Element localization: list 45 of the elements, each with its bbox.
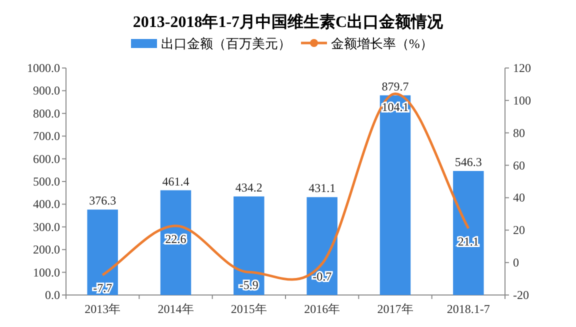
data-label: 104.1 [382,100,409,114]
bar [380,95,411,295]
x-tick-label: 2018.1-7 [446,302,490,316]
y-tick-label: 500.0 [33,174,60,188]
data-label: 431.1 [308,181,336,196]
data-label: -5.9 [239,278,258,292]
bar [234,196,264,295]
y2-tick-label: 100 [513,93,531,108]
y-tick-label: 600.0 [33,152,60,166]
data-label: 461.4 [162,174,190,188]
x-tick-label: 2015年 [230,302,267,316]
y2-tick-label: 120 [513,61,531,75]
y-tick-label: 800.0 [33,106,60,120]
data-label: 21.1 [458,234,479,248]
data-label: -7.7 [93,281,112,296]
y-tick-label: 100.0 [33,265,60,280]
data-label: 434.2 [235,180,262,194]
data-label: 22.6 [165,232,186,246]
y2-tick-label: -20 [513,288,529,302]
y-tick-label: 400.0 [33,197,60,212]
legend-label: 金额增长率（%） [331,36,433,51]
bar [453,170,484,295]
y-tick-label: 0.0 [45,288,60,302]
y2-tick-label: 80 [513,126,525,140]
x-tick-label: 2017年 [377,302,414,316]
y2-tick-label: 20 [513,223,525,238]
y-tick-label: 200.0 [33,242,60,257]
data-label: 879.7 [382,79,409,94]
data-label: -0.7 [312,270,332,284]
data-label: 376.3 [89,194,116,208]
y-tick-label: 300.0 [33,220,60,234]
y2-tick-label: 60 [513,158,525,172]
bar [87,210,118,295]
x-tick-label: 2016年 [304,302,340,316]
y2-tick-label: 40 [513,190,525,205]
y2-tick-label: 0 [513,256,519,270]
legend-label: 出口金额（百万美元） [161,36,291,51]
chart-title: 2013-2018年1-7月中国维生素C出口金额情况 [132,13,444,31]
data-label: 546.3 [454,154,482,169]
y-tick-label: 700.0 [33,129,60,144]
bar [306,197,338,295]
x-tick-label: 2013年 [84,302,121,316]
x-tick-label: 2014年 [158,302,194,316]
y-tick-label: 900.0 [33,84,60,98]
y-tick-label: 1000.0 [27,61,60,75]
